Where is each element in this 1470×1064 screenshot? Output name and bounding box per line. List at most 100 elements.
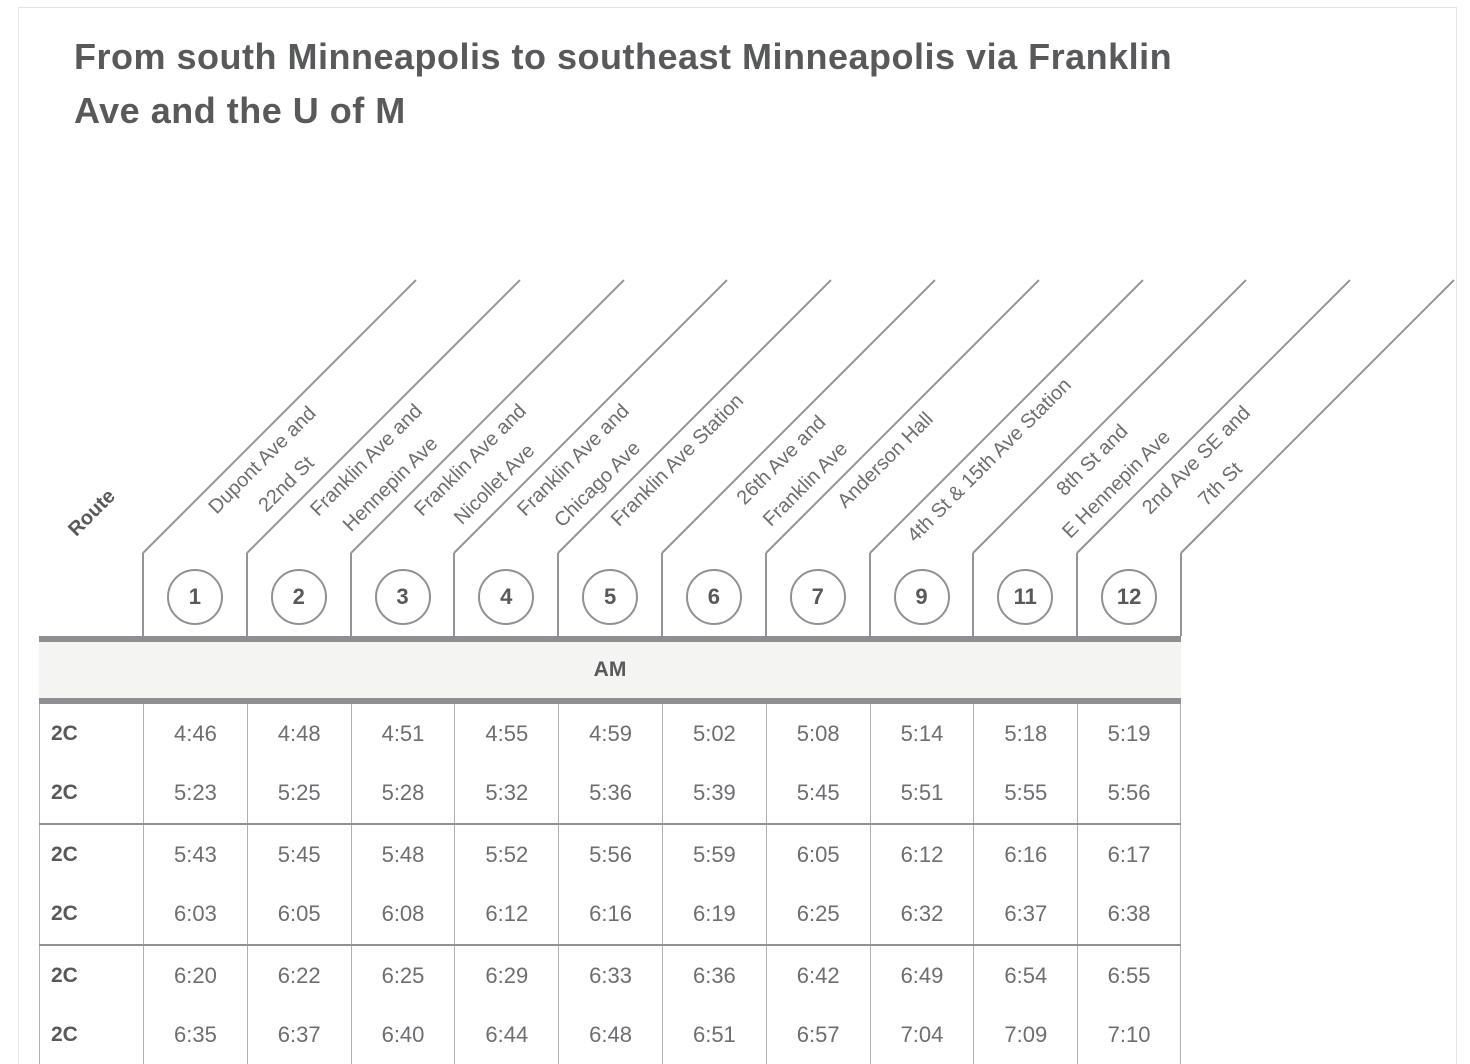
header-vertical-border <box>349 553 352 636</box>
time-cell: 5:48 <box>350 825 455 885</box>
time-cell: 5:28 <box>350 763 455 823</box>
route-column-header: Route <box>63 484 120 541</box>
timepoint-circle: 5 <box>582 569 639 625</box>
schedule-card: From south Minneapolis to southeast Minn… <box>18 7 1457 1064</box>
table-row: 2C 5:43 5:45 5:48 5:52 5:56 5:59 6:05 6:12 6:16 6:… <box>39 825 1181 885</box>
time-cell: 6:08 <box>350 884 455 944</box>
row-group: 2C 5:43 5:45 5:48 5:52 5:56 5:59 6:05 6:12 6:16 6:… <box>39 825 1181 946</box>
time-cell: 6:05 <box>246 884 351 944</box>
time-cell: 6:37 <box>246 1005 351 1064</box>
time-cell: 6:55 <box>1077 946 1181 1006</box>
time-cell: 6:12 <box>454 884 558 944</box>
table-row: 2C 6:20 6:22 6:25 6:29 6:33 6:36 6:42 6:49 6:54 6:… <box>39 946 1181 1006</box>
row-group: 2C 6:20 6:22 6:25 6:29 6:33 6:36 6:42 6:49 6:54 6:… <box>39 946 1181 1064</box>
route-cell: 2C <box>39 946 143 1006</box>
time-cell: 5:43 <box>143 825 247 885</box>
time-cell: 6:40 <box>350 1005 455 1064</box>
table-row: 2C 5:23 5:25 5:28 5:32 5:36 5:39 5:45 5:51 5:55 5:… <box>39 763 1181 823</box>
stop-name-label: Anderson Hall <box>833 408 938 513</box>
time-cell: 6:12 <box>869 825 974 885</box>
time-cell: 5:25 <box>246 763 351 823</box>
time-cell: 5:18 <box>973 704 1077 764</box>
route-cell: 2C <box>39 825 143 885</box>
time-cell: 5:56 <box>558 825 662 885</box>
time-cell: 6:25 <box>350 946 455 1006</box>
route-cell: 2C <box>39 704 143 764</box>
header-diagonal-line <box>661 279 936 554</box>
stop-name-label: 4th St & 15th Ave Station <box>902 374 1076 547</box>
time-cell: 5:52 <box>454 825 558 885</box>
stop-column: Anderson Hall <box>766 341 1029 604</box>
schedule-table: 2C 4:46 4:48 4:51 4:55 4:59 5:02 5:08 5:14 5:18 5:… <box>39 704 1181 1064</box>
time-cell: 6:33 <box>558 946 662 1006</box>
time-cell: 6:48 <box>558 1005 662 1064</box>
time-cell: 5:36 <box>558 763 662 823</box>
table-row: 2C 4:46 4:48 4:51 4:55 4:59 5:02 5:08 5:14 5:18 5:… <box>39 704 1181 764</box>
table-row: 2C 6:03 6:05 6:08 6:12 6:16 6:19 6:25 6:32 6:37 6:… <box>39 884 1181 944</box>
time-cell: 5:14 <box>869 704 974 764</box>
time-cell: 4:51 <box>350 704 455 764</box>
stop-column: 4th St & 15th Ave Station <box>870 341 1133 604</box>
stop-name-label: Dupont Ave and 22nd St <box>204 402 321 519</box>
time-cell: 6:16 <box>558 884 662 944</box>
time-cell: 6:54 <box>973 946 1077 1006</box>
time-cell: 6:29 <box>454 946 558 1006</box>
time-cell: 5:56 <box>1077 763 1181 823</box>
timepoint-circle: 12 <box>1101 569 1158 625</box>
time-cell: 6:38 <box>1077 884 1181 944</box>
timepoint-circle: 2 <box>270 569 327 625</box>
time-cell: 6:25 <box>765 884 870 944</box>
route-cell: 2C <box>39 1005 143 1064</box>
stop-name-label: 8th St and E Hennepin Ave <box>1052 420 1176 543</box>
stop-name-label: Franklin Ave and Nicollet Ave <box>409 400 539 530</box>
time-cell: 6:05 <box>765 825 870 885</box>
time-cell: 6:44 <box>454 1005 558 1064</box>
time-cell: 6:19 <box>661 884 766 944</box>
time-cell: 5:45 <box>765 763 870 823</box>
time-cell: 6:03 <box>143 884 247 944</box>
header-diagonal-line <box>868 279 1144 554</box>
time-cell: 5:02 <box>661 704 766 764</box>
header-diagonal-line <box>765 279 1040 554</box>
period-label: AM <box>593 658 627 681</box>
stop-column: Franklin Ave and Nicollet Ave <box>351 341 614 604</box>
header-diagonal-line <box>246 279 521 554</box>
header-vertical-border <box>557 553 560 636</box>
time-cell: 6:32 <box>869 884 974 944</box>
header-diagonal-line <box>142 279 417 554</box>
time-cell: 4:59 <box>558 704 662 764</box>
time-cell: 5:08 <box>765 704 870 764</box>
time-cell: 6:16 <box>973 825 1077 885</box>
stop-column: Dupont Ave and 22nd St <box>143 341 406 604</box>
timepoint-circle: 1 <box>166 569 223 625</box>
timepoint-circle: 3 <box>374 569 431 625</box>
table-row: 2C 6:35 6:37 6:40 6:44 6:48 6:51 6:57 7:04 7:09 7:… <box>39 1005 1181 1064</box>
period-header: AM <box>39 642 1181 698</box>
time-cell: 5:19 <box>1077 704 1181 764</box>
time-cell: 7:04 <box>869 1005 974 1064</box>
time-cell: 6:36 <box>661 946 766 1006</box>
time-cell: 4:55 <box>454 704 558 764</box>
header-vertical-border <box>868 553 871 636</box>
header-vertical-border <box>142 553 144 636</box>
time-cell: 6:35 <box>143 1005 247 1064</box>
stop-column: Franklin Ave and Hennepin Ave <box>247 341 510 604</box>
time-cell: 5:55 <box>973 763 1077 823</box>
time-cell: 6:49 <box>869 946 974 1006</box>
time-cell: 6:17 <box>1077 825 1181 885</box>
time-cell: 4:48 <box>246 704 351 764</box>
stop-column: 8th St and E Hennepin Ave <box>973 341 1236 604</box>
stop-column: 2nd Ave SE and 7th St <box>1077 341 1340 604</box>
header-vertical-border <box>245 553 248 636</box>
stop-name-label: Franklin Ave Station <box>607 389 749 531</box>
route-cell: 2C <box>39 884 143 944</box>
header-diagonal-line <box>349 279 625 554</box>
header-diagonal-line <box>1076 279 1351 554</box>
timepoint-circle: 7 <box>789 569 846 625</box>
time-cell: 5:23 <box>143 763 247 823</box>
timepoint-circle: 9 <box>893 569 950 625</box>
header-vertical-border <box>972 553 975 636</box>
stop-name-label: 26th Ave and Franklin Ave <box>732 411 853 531</box>
header-diagonal-line <box>972 279 1248 554</box>
